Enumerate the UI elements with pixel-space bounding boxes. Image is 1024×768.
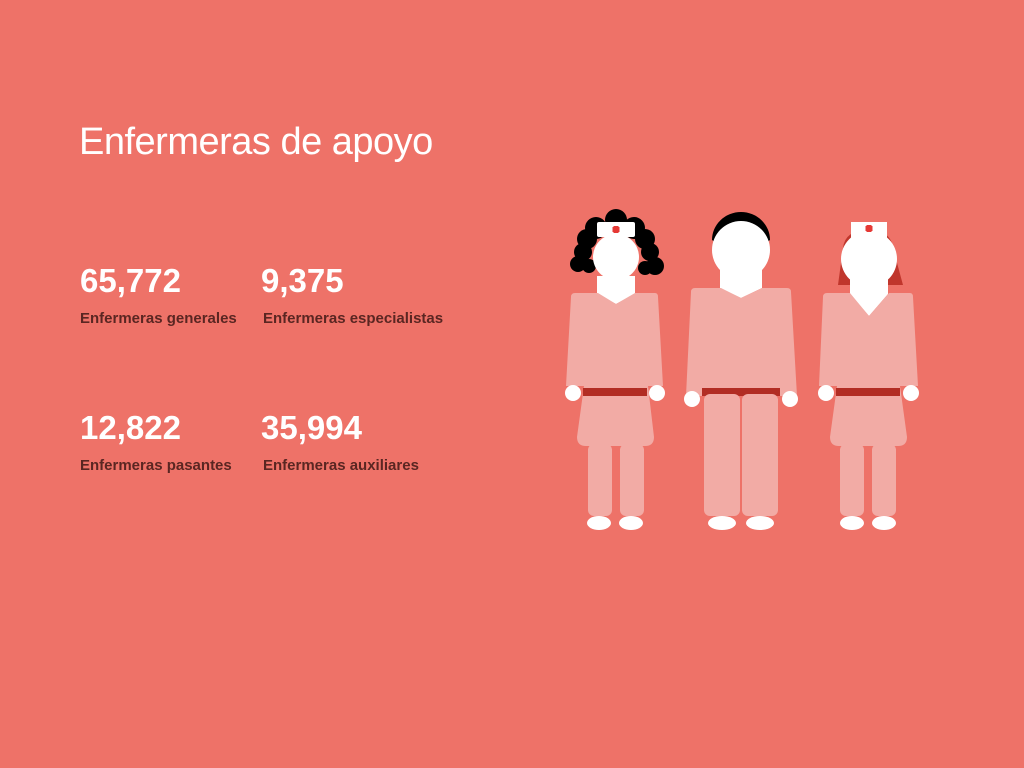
stat-label: Enfermeras pasantes	[80, 457, 232, 474]
stat-auxiliary-nurses: 35,994 Enfermeras auxiliares	[261, 408, 461, 476]
left-hand	[818, 385, 834, 401]
uniform-collar	[850, 276, 888, 316]
stat-value: 9,375	[261, 262, 344, 299]
left-leg	[840, 444, 864, 516]
nurse-curly-hair-figure	[565, 209, 665, 530]
stat-value: 12,822	[80, 409, 181, 446]
right-hand	[782, 391, 798, 407]
nurse-red-hair-figure	[818, 222, 919, 530]
nurse-cap-icon	[851, 222, 887, 238]
belt	[583, 388, 647, 396]
stat-label: Enfermeras generales	[80, 310, 237, 327]
right-hand	[649, 385, 665, 401]
left-leg	[704, 394, 740, 516]
uniform-collar	[597, 276, 635, 304]
male-nurse-figure	[684, 212, 798, 530]
right-shoe	[619, 516, 643, 530]
right-leg	[872, 444, 896, 516]
head	[593, 234, 639, 280]
left-hand	[684, 391, 700, 407]
stat-general-nurses: 65,772 Enfermeras generales	[80, 261, 280, 329]
left-shoe	[587, 516, 611, 530]
right-leg	[620, 444, 644, 516]
left-hand	[565, 385, 581, 401]
stat-value: 35,994	[261, 409, 362, 446]
belt	[836, 388, 900, 396]
right-shoe	[872, 516, 896, 530]
stat-label: Enfermeras especialistas	[263, 310, 444, 327]
dress	[819, 293, 918, 446]
stat-value: 65,772	[80, 262, 181, 299]
dress	[566, 293, 663, 446]
left-shoe	[840, 516, 864, 530]
scrub-top	[686, 288, 797, 396]
stat-label: Enfermeras auxiliares	[263, 457, 419, 474]
belt	[702, 388, 780, 396]
stat-specialist-nurses: 9,375 Enfermeras especialistas	[261, 261, 461, 329]
left-leg	[588, 444, 612, 516]
right-shoe	[746, 516, 774, 530]
left-shoe	[708, 516, 736, 530]
right-leg	[742, 394, 778, 516]
head	[841, 231, 897, 287]
nurses-illustration	[565, 209, 919, 530]
nurse-cap-icon	[597, 222, 635, 237]
head	[712, 221, 770, 279]
stat-intern-nurses: 12,822 Enfermeras pasantes	[80, 408, 280, 476]
right-hand	[903, 385, 919, 401]
page-title: Enfermeras de apoyo	[79, 121, 433, 163]
